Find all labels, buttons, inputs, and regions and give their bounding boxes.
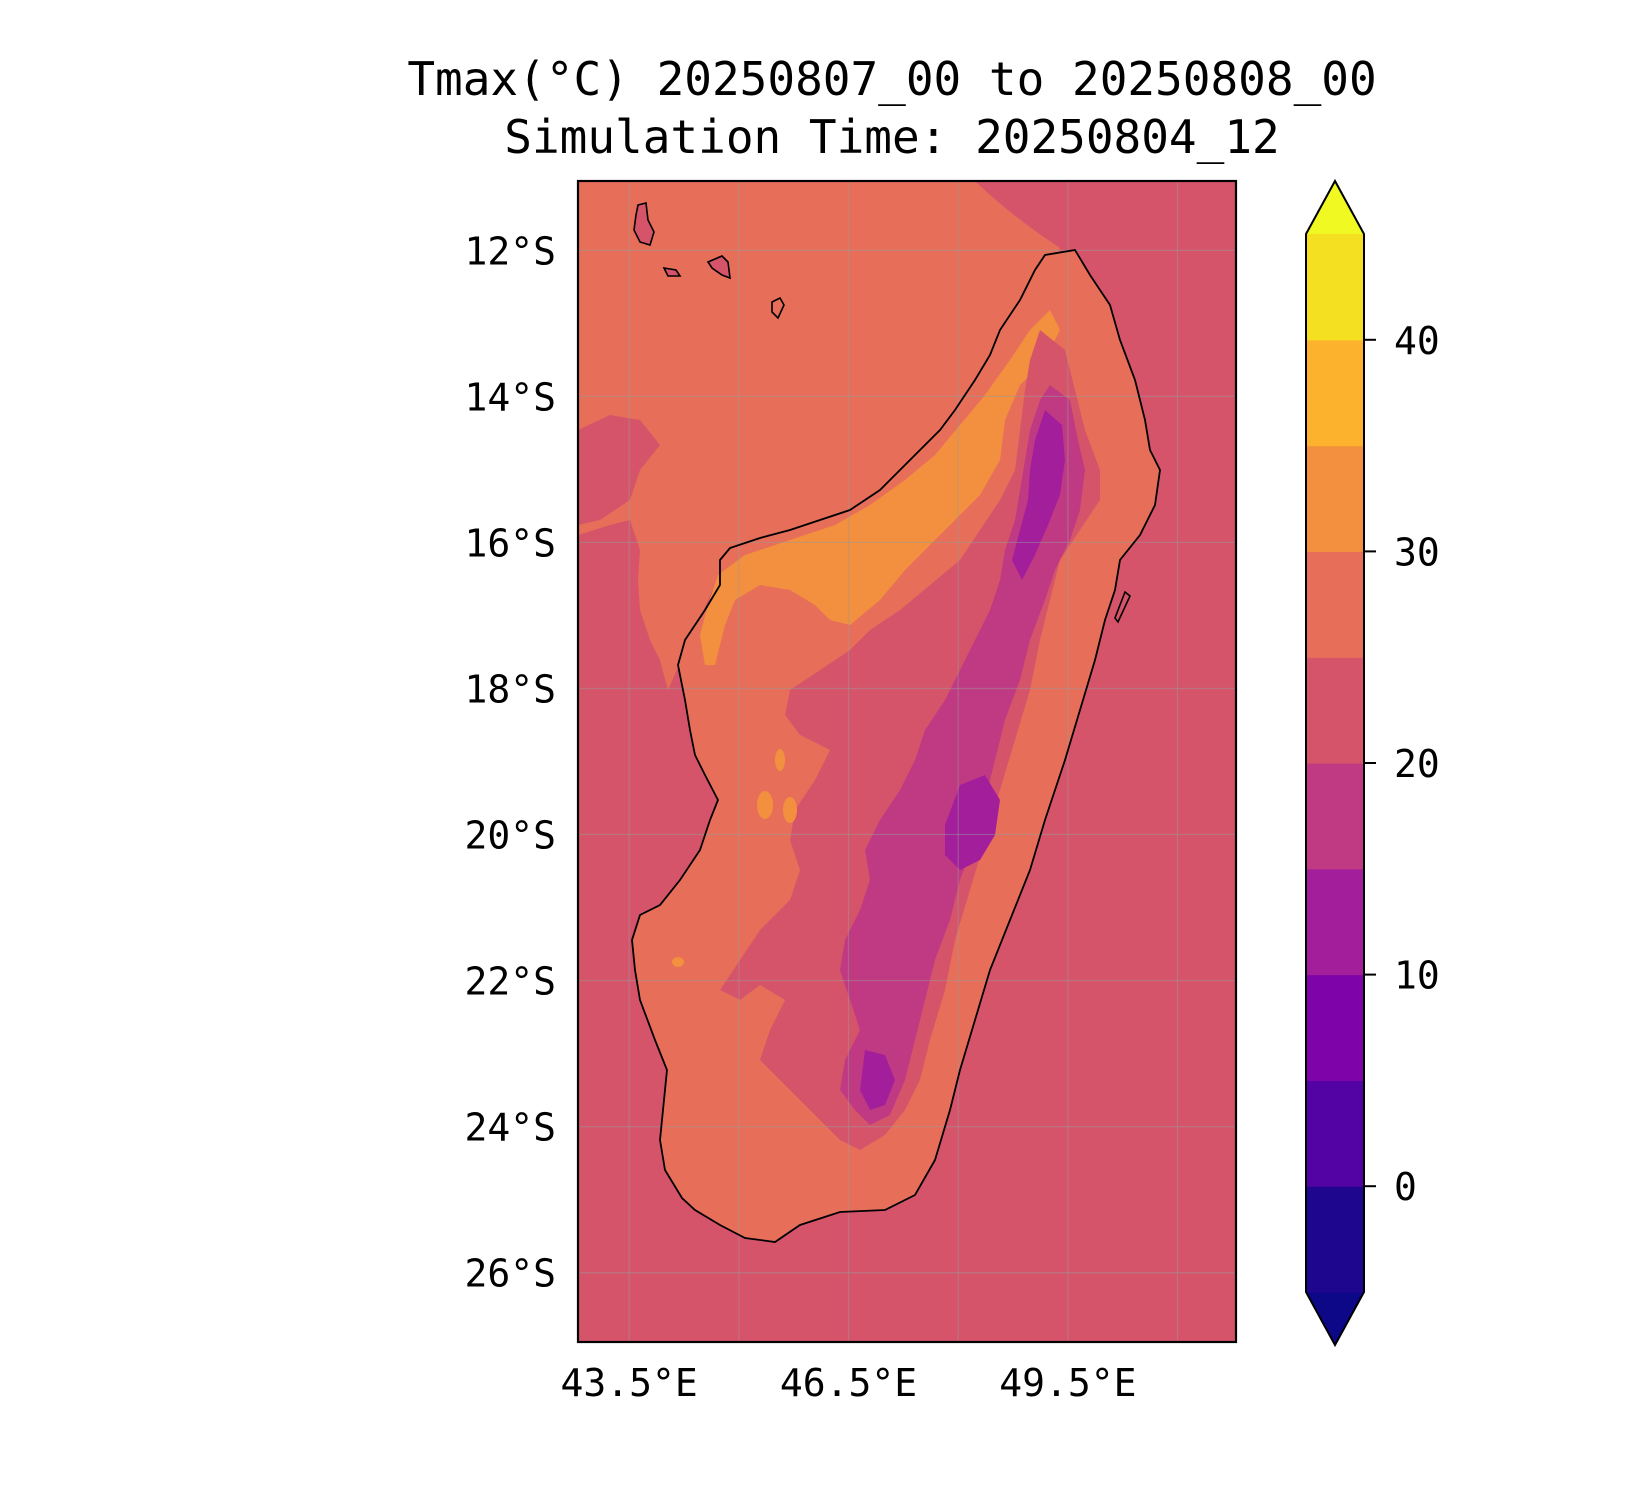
- hot-spot-3: [775, 749, 785, 771]
- lat-tick-label: 16°S: [464, 521, 556, 565]
- lat-tick-label: 22°S: [464, 960, 556, 1004]
- island-mayotte: [771, 296, 785, 320]
- lon-tick-label: 46.5°E: [780, 1361, 917, 1405]
- land-highland-band-20-25: [720, 330, 1100, 1150]
- colorbar-tick-label: 20: [1394, 742, 1440, 786]
- island-anjouan: [706, 255, 731, 280]
- lon-tick-labels: 43.5°E 46.5°E 49.5°E: [561, 1361, 1137, 1405]
- cool-sea-patch: [578, 415, 660, 525]
- colorbar-over-extension: [1306, 181, 1364, 234]
- lat-tick-label: 12°S: [464, 229, 556, 273]
- map-frame: [576, 179, 1238, 1344]
- lat-tick-label: 26°S: [464, 1252, 556, 1296]
- island-grande-comore: [633, 202, 655, 246]
- colorbar-segment: [1306, 868, 1364, 976]
- colorbar-under-extension: [1306, 1292, 1364, 1345]
- colorbar-segment: [1306, 1080, 1364, 1187]
- island-sainte-marie: [1114, 590, 1131, 624]
- warm-sea-region: [578, 181, 1060, 690]
- island-moheli: [662, 266, 682, 277]
- colorbar-segment: [1306, 234, 1364, 341]
- colorbar-tick-label: 10: [1394, 954, 1440, 998]
- hot-spot-1: [757, 791, 773, 819]
- colorbar-outline: [1305, 178, 1365, 1348]
- hot-spot-2: [783, 797, 797, 823]
- land-cool-band-10-15-c: [860, 1050, 895, 1110]
- colorbar-tick-label: 30: [1394, 530, 1440, 574]
- land-hot-northwest: [700, 310, 1060, 665]
- lat-tick-label: 18°S: [464, 667, 556, 711]
- lon-tick-label: 43.5°E: [561, 1361, 698, 1405]
- colorbar-segment: [1306, 1186, 1364, 1293]
- lat-tick-labels: 12°S 14°S 16°S 18°S 20°S 22°S 24°S 26°S: [464, 229, 556, 1295]
- lat-tick-label: 20°S: [464, 814, 556, 858]
- hot-spot-4: [672, 957, 684, 967]
- lat-tick-label: 14°S: [464, 375, 556, 419]
- colorbar-segment: [1306, 974, 1364, 1081]
- colorbar-segment: [1306, 657, 1364, 764]
- lat-tick-label: 24°S: [464, 1106, 556, 1150]
- land-cool-band-10-15: [1012, 410, 1065, 580]
- land-cool-band-10-15-b: [945, 775, 1000, 870]
- colorbar-tick-label: 40: [1394, 319, 1440, 363]
- gridlines: [578, 181, 1236, 1342]
- madagascar-coastline: [631, 249, 1161, 1243]
- lon-tick-label: 49.5°E: [999, 1361, 1136, 1405]
- colorbar-segment: [1306, 551, 1364, 658]
- map-panel: [578, 181, 1236, 1342]
- colorbar-segment: [1306, 339, 1364, 447]
- colorbar-segment: [1306, 445, 1364, 552]
- colorbar-segment: [1306, 763, 1364, 870]
- title-line-1: Tmax(°C) 20250807_00 to 20250808_00: [407, 52, 1376, 106]
- colorbar-tick-label: 0: [1394, 1165, 1417, 1209]
- colorbar: 0 10 20 30 40: [1305, 178, 1440, 1348]
- title-line-2: Simulation Time: 20250804_12: [504, 110, 1279, 164]
